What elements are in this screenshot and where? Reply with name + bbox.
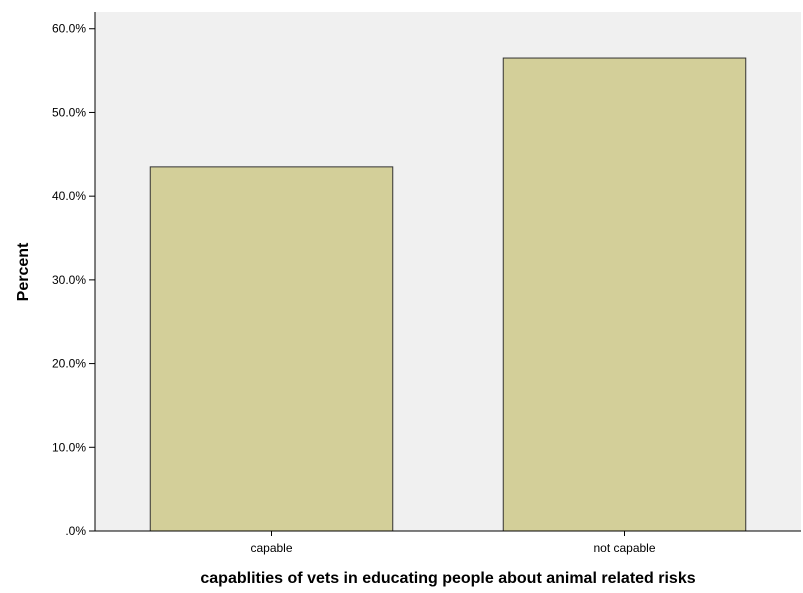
y-tick-label: 60.0%	[52, 22, 86, 36]
bars	[149, 57, 747, 532]
y-tick-label: 50.0%	[52, 105, 86, 119]
bar-capable	[149, 166, 394, 532]
bar-not-capable	[502, 57, 747, 532]
x-axis-title: capablities of vets in educating people …	[200, 570, 695, 587]
y-ticks: .0% 10.0% 20.0% 30.0% 40.0% 50.0% 60.0%	[52, 22, 95, 538]
x-tick-label: capable	[250, 541, 292, 555]
y-tick-label: 30.0%	[52, 273, 86, 287]
y-tick-label: 10.0%	[52, 440, 86, 454]
y-tick-label: 20.0%	[52, 357, 86, 371]
y-tick-label: .0%	[65, 524, 86, 538]
y-tick-label: 40.0%	[52, 189, 86, 203]
x-ticks: capable not capable	[250, 531, 656, 555]
x-tick-label: not capable	[593, 541, 655, 555]
y-axis-title: Percent	[15, 242, 32, 301]
